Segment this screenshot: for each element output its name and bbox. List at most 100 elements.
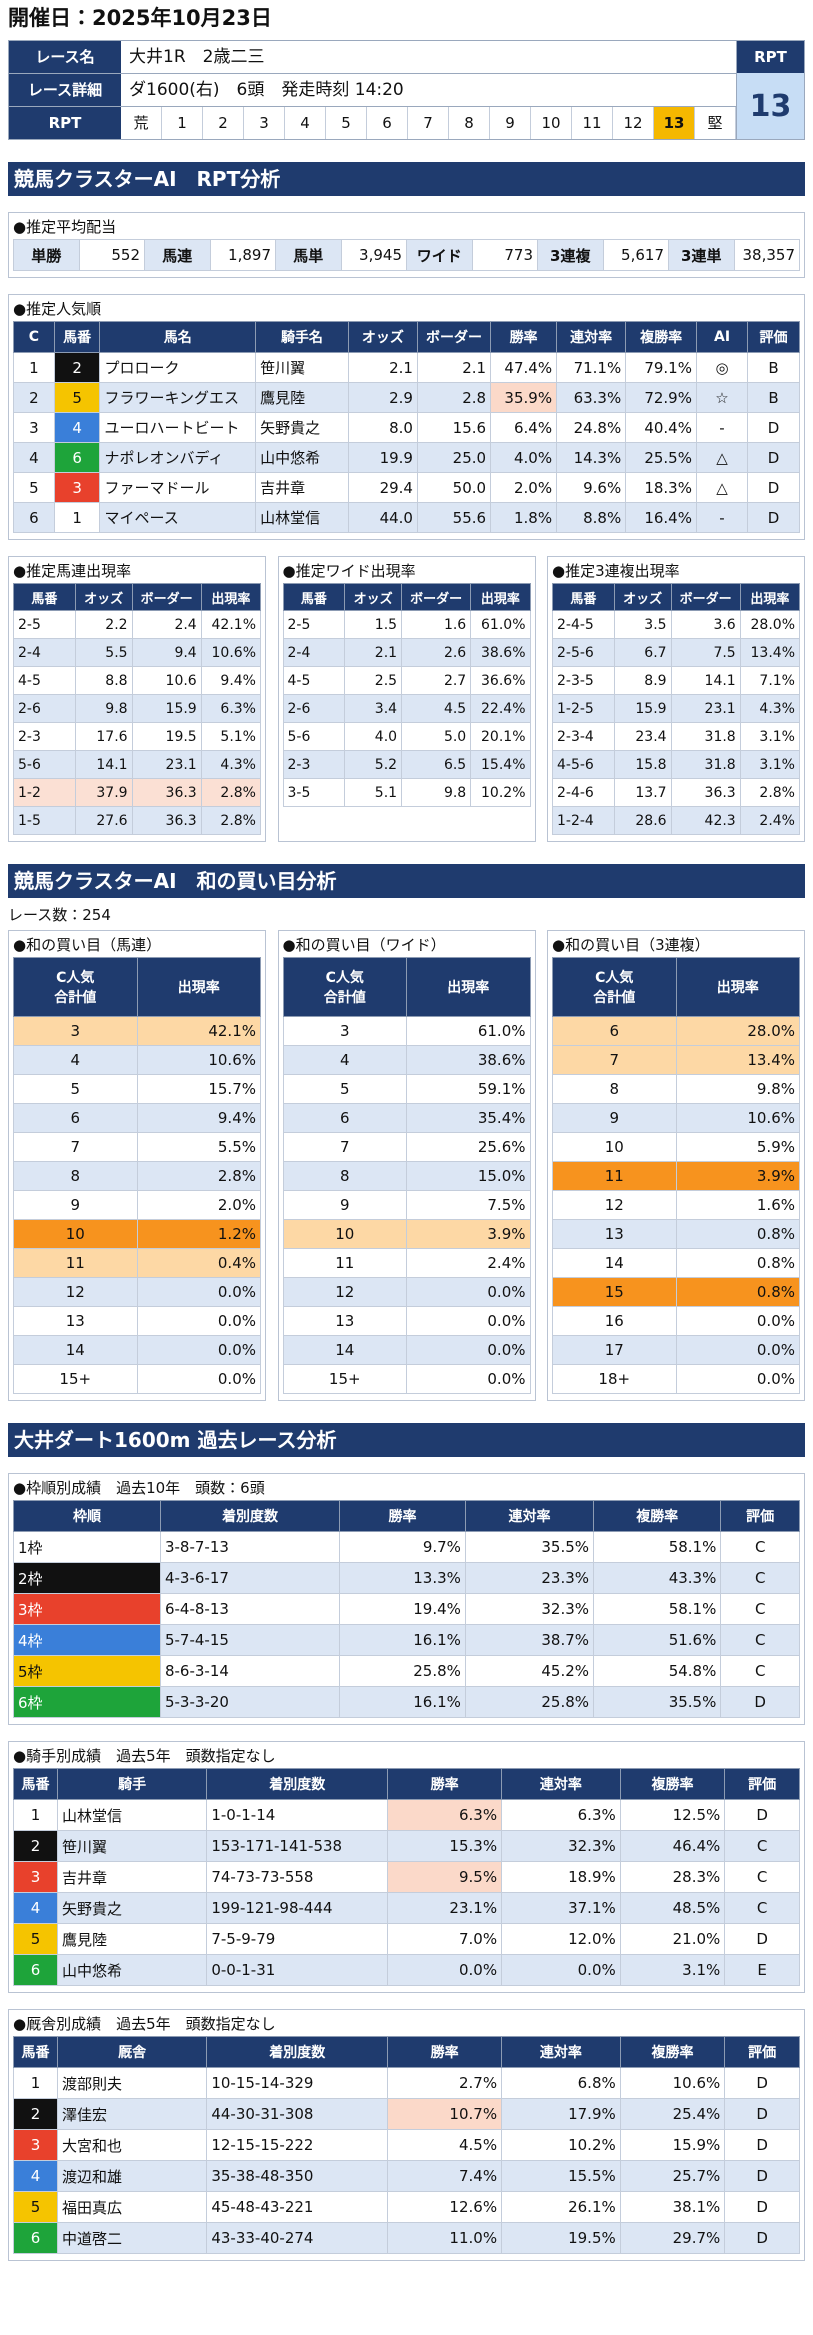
table-cell: 0.0% (501, 1954, 621, 1986)
table-cell: 2.0% (136, 1190, 261, 1220)
payout-label: 3連単 (668, 239, 735, 271)
table-cell: 27.6 (74, 806, 133, 835)
table-cell: 9.8 (74, 694, 133, 723)
column-header: 馬番 (12, 1768, 59, 1800)
table-cell: 17.6 (74, 722, 133, 751)
table-row: 2-4-6 13.7 36.3 2.8% (552, 778, 801, 807)
column-header: 騎手名 (255, 321, 349, 353)
table-cell: 25.4% (619, 2098, 726, 2130)
column-header: 複勝率 (625, 321, 697, 353)
table-cell: 12 (552, 1190, 677, 1220)
table-row: 10 3.9% (282, 1219, 531, 1249)
table-cell: 10.6% (136, 1045, 261, 1075)
table-row: 5 鷹見陸 7-5-9-79 7.0% 12.0% 21.0% D (12, 1923, 800, 1955)
column-header: 出現率 (200, 583, 262, 611)
table-row: 2-6 9.8 15.9 6.3% (13, 694, 262, 723)
table-cell: 5 (53, 382, 101, 413)
table-cell: 5 (12, 2191, 59, 2223)
table-cell: 6.3% (200, 694, 262, 723)
table-cell: 19.4% (339, 1593, 466, 1625)
payout-label: 単勝 (13, 239, 80, 271)
table-cell: 2.1 (344, 638, 403, 667)
sum-columns: ●和の買い目（馬連） C人気 合計値 出現率 3 42.1% 4 10.6% 5 15.7% 6 9… (8, 914, 805, 1401)
table-cell: 1.8% (490, 502, 558, 533)
table-cell: 15.0% (406, 1161, 531, 1191)
table-row: 3 42.1% (13, 1016, 261, 1046)
table-cell: 7 (13, 1132, 138, 1162)
data-table: C人気 合計値 出現率 3 42.1% 4 10.6% 5 15.7% 6 9.4% 7 5.5% 8 2… (13, 957, 261, 1394)
table-row: 7 25.6% (282, 1132, 531, 1162)
table-cell: 14 (552, 1248, 677, 1278)
table-cell: 17.9% (501, 2098, 621, 2130)
table-row: 2 5 フラワーキングエス 鷹見陸 2.9 2.8 35.9% 63.3% 72.9% ☆ B (13, 382, 800, 413)
table-row: 12 0.0% (282, 1277, 531, 1307)
column-header: 出現率 (470, 583, 531, 611)
table-cell: 4.0% (490, 442, 558, 473)
table-cell: 28.3% (619, 1861, 726, 1893)
table-cell: D (724, 2191, 800, 2223)
table-cell: 0.0% (675, 1364, 800, 1394)
table-cell: 4.0 (344, 722, 403, 751)
table-cell: 13.3% (339, 1562, 466, 1594)
table-row: 5 3 ファーマドール 吉井章 29.4 50.0 2.0% 9.6% 18.3% △ D (13, 472, 800, 503)
table-cell: 58.1% (593, 1531, 722, 1563)
table-cell: 0.0% (406, 1306, 531, 1336)
table-cell: 7-5-9-79 (206, 1923, 389, 1955)
table-cell: ファーマドール (99, 472, 257, 503)
table-row: 2-5-6 6.7 7.5 13.4% (552, 638, 801, 667)
table-row: 単勝 552 馬連 1,897 馬単 3,945 ワイド 773 3連複 5,617 3連単 38,3… (13, 239, 800, 271)
data-table: 馬番 厩舎 着別度数 勝率 連対率 複勝率 評価 1 渡部則夫 10-15-14-329 2.7% 6… (12, 2036, 800, 2254)
table-cell: 6 (53, 442, 101, 473)
table-cell: 6 (13, 1103, 138, 1133)
table-cell: 2.1 (347, 352, 418, 383)
table-cell: 38.6% (470, 638, 531, 667)
table-cell: 10.6% (675, 1103, 800, 1133)
table-cell: 4-5-6 (552, 750, 615, 779)
column-header: C (13, 321, 55, 353)
table-cell: 9 (13, 1190, 138, 1220)
table-cell: D (724, 2129, 800, 2161)
table-cell: 47.4% (490, 352, 558, 383)
table-cell: 21.0% (619, 1923, 726, 1955)
table-cell: 4 (12, 2160, 59, 2192)
table-cell: 1.2% (136, 1219, 261, 1249)
table-cell: 32.3% (501, 1830, 621, 1862)
table-row: 5 15.7% (13, 1074, 261, 1104)
table-cell: 8 (13, 1161, 138, 1191)
table-cell: 61.0% (470, 610, 531, 639)
table-cell: 4.3% (739, 694, 801, 723)
table-cell: 2.2 (74, 610, 133, 639)
table-cell: 15.3% (387, 1830, 503, 1862)
column-header: 勝率 (490, 321, 558, 353)
table-cell: 7 (282, 1132, 407, 1162)
table-row: 4枠 5-7-4-15 16.1% 38.7% 51.6% C (13, 1624, 800, 1656)
column-header: 勝率 (387, 2036, 503, 2068)
table-cell: プロローク (99, 352, 257, 383)
table-cell: 31.8 (670, 750, 741, 779)
table-cell: 15.7% (136, 1074, 261, 1104)
table-cell: 10.6% (619, 2067, 726, 2099)
table-cell: 63.3% (556, 382, 627, 413)
table-cell: 矢野貴之 (255, 412, 349, 443)
table-cell: 15.9% (619, 2129, 726, 2161)
section-title: 大井ダート1600m 過去レース分析 (8, 1423, 805, 1457)
table-cell: 0.0% (406, 1277, 531, 1307)
column-header: 出現率 (739, 583, 801, 611)
table-cell: 3.4 (344, 694, 403, 723)
table-row: 4 矢野貴之 199-121-98-444 23.1% 37.1% 48.5% C (12, 1892, 800, 1924)
table-cell: 19.5% (501, 2222, 621, 2254)
table-row: 3枠 6-4-8-13 19.4% 32.3% 58.1% C (13, 1593, 800, 1625)
table-cell: 6.4% (490, 412, 558, 443)
table-cell: 5-6 (282, 722, 346, 751)
table-cell: 37.1% (501, 1892, 621, 1924)
data-table: 馬番 オッズ ボーダー 出現率 2-5 2.2 2.4 42.1% 2-4 5.5 9.4 10.6%… (13, 583, 262, 835)
column-header: 着別度数 (159, 1500, 341, 1532)
table-cell: 5 (282, 1074, 407, 1104)
table-cell: 6.3% (501, 1799, 621, 1831)
table-cell: D (747, 472, 800, 503)
table-row: 14 0.0% (13, 1335, 261, 1365)
column-header: 評価 (720, 1500, 800, 1532)
table-cell: 15 (552, 1277, 677, 1307)
table-cell: 福田真広 (57, 2191, 208, 2223)
table-row: 6 山中悠希 0-0-1-31 0.0% 0.0% 3.1% E (12, 1954, 800, 1986)
